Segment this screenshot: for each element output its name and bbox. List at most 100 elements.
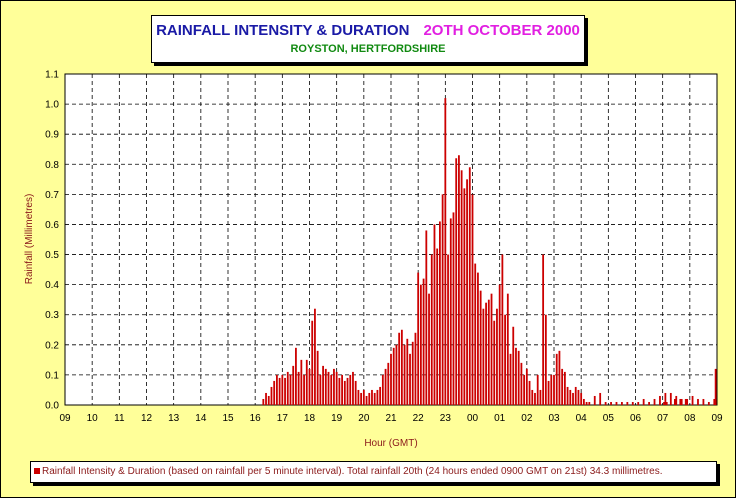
rainfall-bar [327,371,330,405]
y-tick-label: 1.1 [45,70,59,81]
x-tick-label: 22 [413,413,425,424]
rainfall-bar [433,224,436,405]
rainfall-bar [482,308,485,405]
rainfall-bar [308,368,311,405]
rainfall-bar [528,380,531,405]
rainfall-bar [572,392,574,405]
rainfall-bar [626,401,629,405]
chart-title-box: RAINFALL INTENSITY & DURATION 2OTH OCTOBE… [151,15,585,63]
rainfall-bar [714,368,717,405]
rainfall-bar [544,314,547,405]
rainfall-bar [300,359,303,405]
rainfall-bar [536,374,539,405]
y-tick-label: 0.5 [45,250,59,261]
rainfall-bar [547,380,550,405]
x-tick-label: 10 [87,413,99,424]
x-tick-label: 17 [277,413,289,424]
x-tick-label: 08 [684,413,696,424]
rainfall-bar [406,338,409,405]
rainfall-bar [338,377,341,405]
rainfall-bar [349,374,352,405]
x-tick-label: 02 [521,413,533,424]
rainfall-bar [466,179,468,405]
rainfall-bar [509,353,512,405]
rainfall-bar [265,392,267,405]
rainfall-bar [558,350,561,405]
rainfall-bar [669,392,672,405]
rainfall-bar [675,395,678,405]
rainfall-bar [496,308,498,405]
x-tick-label: 15 [222,413,234,424]
x-tick-label: 16 [250,413,262,424]
rainfall-bar [316,350,319,405]
rainfall-bar [419,284,422,405]
rainfall-bar [276,374,278,405]
x-tick-label: 06 [630,413,642,424]
rainfall-bar [335,371,338,405]
rainfall-bar [392,347,395,405]
rainfall-bar [387,362,390,405]
y-tick-label: 0.0 [45,401,59,412]
rainfall-bar [493,320,496,405]
rainfall-bar [360,392,363,405]
y-axis-title: Rainfall (Millimetres) [24,194,35,285]
x-tick-label: 19 [331,413,343,424]
chart-date: 2OTH OCTOBER 2000 [423,22,580,39]
rainfall-bar [523,374,526,405]
bar-series [262,98,717,405]
rainfall-bar [273,380,276,405]
rainfall-bar [324,368,327,405]
rainfall-bar [379,386,382,405]
rainfall-bar [330,374,333,405]
rainfall-bar [352,371,354,405]
rainfall-bar [506,293,509,405]
y-tick-label: 0.8 [45,160,59,171]
y-tick-label: 0.7 [45,190,59,201]
rainfall-bar [610,401,612,405]
x-tick-label: 21 [385,413,397,424]
x-tick-labels: 09 10 11 12 13 14 15 16 17 18 19 20 21 22 23 00 01 02 03 04… [59,413,723,424]
rainfall-bar [659,395,661,405]
y-tick-labels: 0.0 0.1 0.2 0.3 0.4 0.5 0.6 0.7 0.8 0.9 1.0 1.1 [45,70,59,412]
y-tick-label: 0.1 [45,370,59,381]
rainfall-bar [588,401,591,405]
rainfall-bar [414,332,417,405]
rainfall-bar [664,392,667,405]
rainfall-bar [585,401,588,405]
rainfall-bar [458,155,460,405]
rainfall-bar [542,254,545,405]
x-tick-label: 11 [114,413,125,424]
rainfall-bar [449,218,452,405]
x-tick-label: 03 [548,413,560,424]
rainfall-bar [534,392,536,405]
rainfall-bar [439,221,441,405]
y-tick-label: 0.4 [45,280,59,291]
rainfall-bar [422,278,425,405]
rainfall-bar [341,374,343,405]
rainfall-bar [679,398,682,405]
rainfall-bar [311,320,314,405]
rainfall-bar [474,263,477,405]
x-tick-label: 04 [576,413,588,424]
rainfall-bar [686,398,689,405]
rainfall-bar [504,314,506,405]
rainfall-bar [563,371,566,405]
y-tick-label: 1.0 [45,100,59,111]
rainfall-bar [463,188,466,405]
rainfall-bar [343,380,346,405]
rainfall-bar [314,308,316,405]
rainfall-bar [292,365,295,405]
rainfall-bar [430,254,433,405]
rainfall-bar [398,332,401,405]
rainfall-bar [460,170,463,405]
rainfall-bar [525,368,528,405]
rainfall-bar [637,401,640,405]
rainfall-bar [553,374,555,405]
rainfall-bar [471,194,474,405]
rainfall-bar [490,293,493,405]
x-tick-label: 09 [711,413,723,424]
rainfall-bar [354,380,357,405]
rainfall-bar [520,362,523,405]
rainfall-bar [297,371,300,405]
